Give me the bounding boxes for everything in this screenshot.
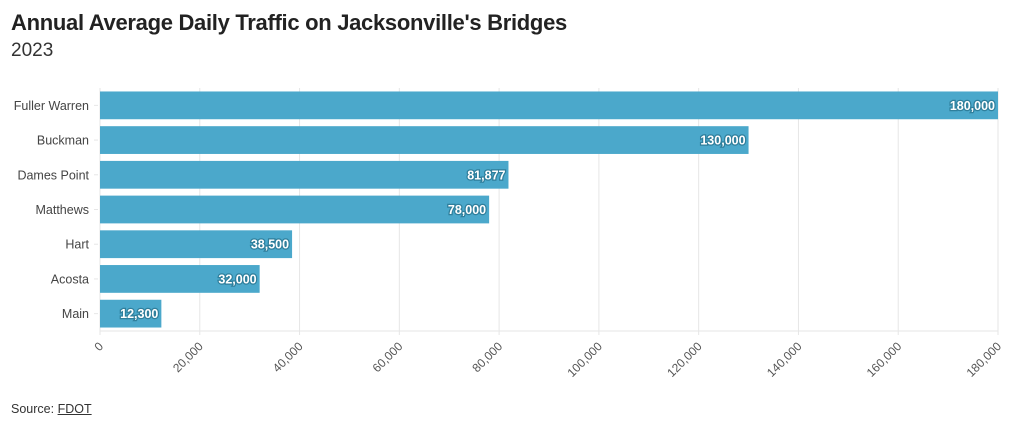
category-label: Acosta [51,272,89,286]
value-labels: 180,000 130,000 81,877 78,000 38,500 32,000 12… [119,98,996,323]
category-labels: Fuller Warren Buckman Dames Point Matthews H… [14,99,90,321]
chart-subtitle: 2023 [11,40,54,61]
source-link[interactable]: FDOT [57,402,92,416]
value-label: 78,000 [448,203,486,217]
bar [100,160,509,189]
source-label: Source: [11,402,55,416]
bar [100,126,749,154]
x-tick-label: 20,000 [170,339,206,375]
value-label: 38,500 [251,238,289,252]
bar [100,265,260,293]
x-axis-ticks: 0 20,000 40,000 60,000 80,000 100,000 120,000 1… [91,339,1004,380]
x-tick-label: 140,000 [764,339,805,380]
value-label: 81,877 [467,168,505,182]
bar [100,91,998,120]
x-tick-label: 160,000 [864,339,905,380]
x-tick-label: 100,000 [564,339,605,380]
bar [100,299,162,328]
bars [100,91,998,328]
value-label: 180,000 [950,99,995,113]
category-label: Dames Point [17,168,89,182]
category-label: Main [62,307,89,321]
bar [100,195,490,224]
value-label: 12,300 [120,307,158,321]
x-tick-label: 180,000 [964,339,1005,380]
value-label: 130,000 [700,134,745,148]
category-label: Hart [65,238,89,252]
x-tick-label: 60,000 [370,339,406,375]
x-tick-label: 40,000 [270,339,306,375]
bar [100,230,293,259]
category-label: Buckman [37,134,89,148]
source-note: Source: FDOT [11,402,92,416]
value-label: 32,000 [218,272,256,286]
category-label: Fuller Warren [14,99,89,113]
category-label: Matthews [36,203,90,217]
x-tick-label: 0 [91,339,106,354]
x-tick-label: 80,000 [469,339,505,375]
x-tick-label: 120,000 [664,339,705,380]
chart-title: Annual Average Daily Traffic on Jacksonv… [11,10,567,35]
